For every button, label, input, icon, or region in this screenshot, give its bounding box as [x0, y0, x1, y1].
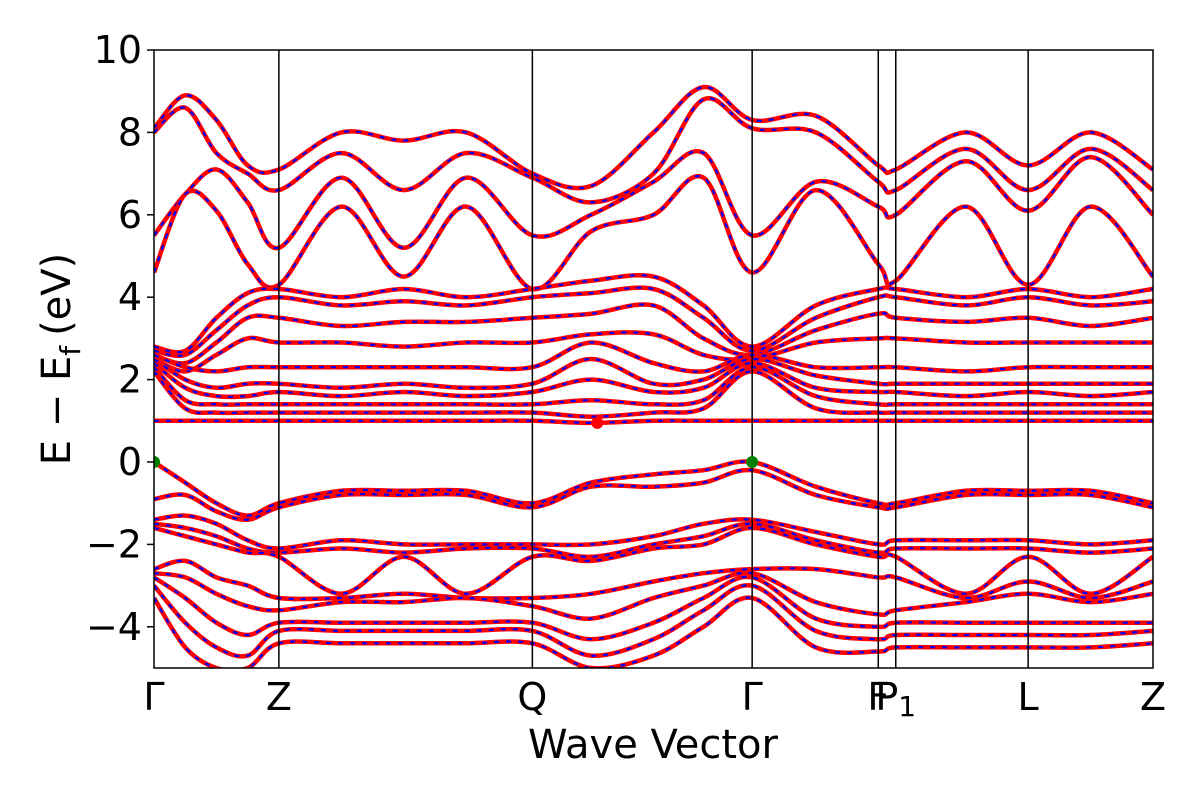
x-tick-label: F [867, 675, 889, 719]
band-line-overlay [154, 286, 1153, 357]
band-lines [154, 84, 1153, 668]
band-line [154, 356, 1153, 391]
band-line [154, 149, 1153, 251]
y-axis-ticks: −4 −2 0 2 4 6 8 10 [86, 28, 154, 649]
y-tick-label: −2 [86, 522, 142, 566]
y-tick-label: 0 [118, 440, 142, 484]
band-line-overlay [154, 366, 1153, 407]
band-line-overlay [154, 341, 1153, 373]
y-axis-label-subscript: f [54, 345, 87, 356]
x-tick-label: Γ [143, 675, 164, 719]
band-line-overlay [154, 370, 1153, 418]
y-axis-label-unit: (eV) [34, 253, 80, 336]
y-tick-label: 8 [118, 110, 142, 154]
y-tick-label: 2 [118, 358, 142, 402]
y-tick-label: 10 [94, 28, 142, 72]
high-symmetry-lines [278, 50, 1029, 668]
band-line-overlay [154, 419, 1153, 425]
band-line-overlay [154, 85, 1153, 190]
x-tick-label: L [1018, 675, 1039, 719]
x-tick-label: P1 [875, 675, 916, 723]
x-tick-label: Z [1140, 675, 1166, 719]
x-tick-label: Γ [742, 675, 763, 719]
band-line [154, 574, 1153, 642]
extremum-marker [746, 456, 759, 468]
band-line-overlay [154, 596, 1153, 668]
band-line-overlay [154, 468, 1153, 521]
extremum-marker [591, 416, 604, 429]
x-axis-ticks: Γ Z Q Γ FP1 L Z [143, 675, 1166, 723]
y-axis-label: E − Ef (eV) [34, 253, 87, 466]
extremum-marker [154, 456, 160, 468]
x-axis-label: Wave Vector [528, 722, 779, 768]
y-tick-label: 6 [118, 193, 142, 237]
band-line-overlay [154, 97, 1153, 204]
x-tick-label: Z [266, 675, 292, 719]
band-line-overlay [154, 514, 1153, 550]
x-tick-label: Q [517, 675, 547, 719]
band-line [154, 459, 1153, 518]
y-tick-label: −4 [86, 605, 142, 649]
band-line-overlay [154, 584, 1153, 658]
band-line-overlay [154, 361, 1153, 398]
extremum-markers [154, 416, 759, 468]
plot-frame [153, 49, 1154, 669]
band-line-overlay [154, 526, 1153, 595]
y-tick-label: 4 [118, 275, 142, 319]
band-line-overlay [154, 303, 1153, 365]
band-line [154, 558, 1153, 602]
plot-background [154, 50, 1153, 668]
band-line-overlay [154, 331, 1153, 373]
band-line [154, 521, 1153, 560]
band-line-overlay [154, 274, 1153, 354]
band-line [154, 418, 1153, 426]
band-line [154, 570, 1153, 621]
y-axis-label-main: E − E [34, 356, 80, 466]
